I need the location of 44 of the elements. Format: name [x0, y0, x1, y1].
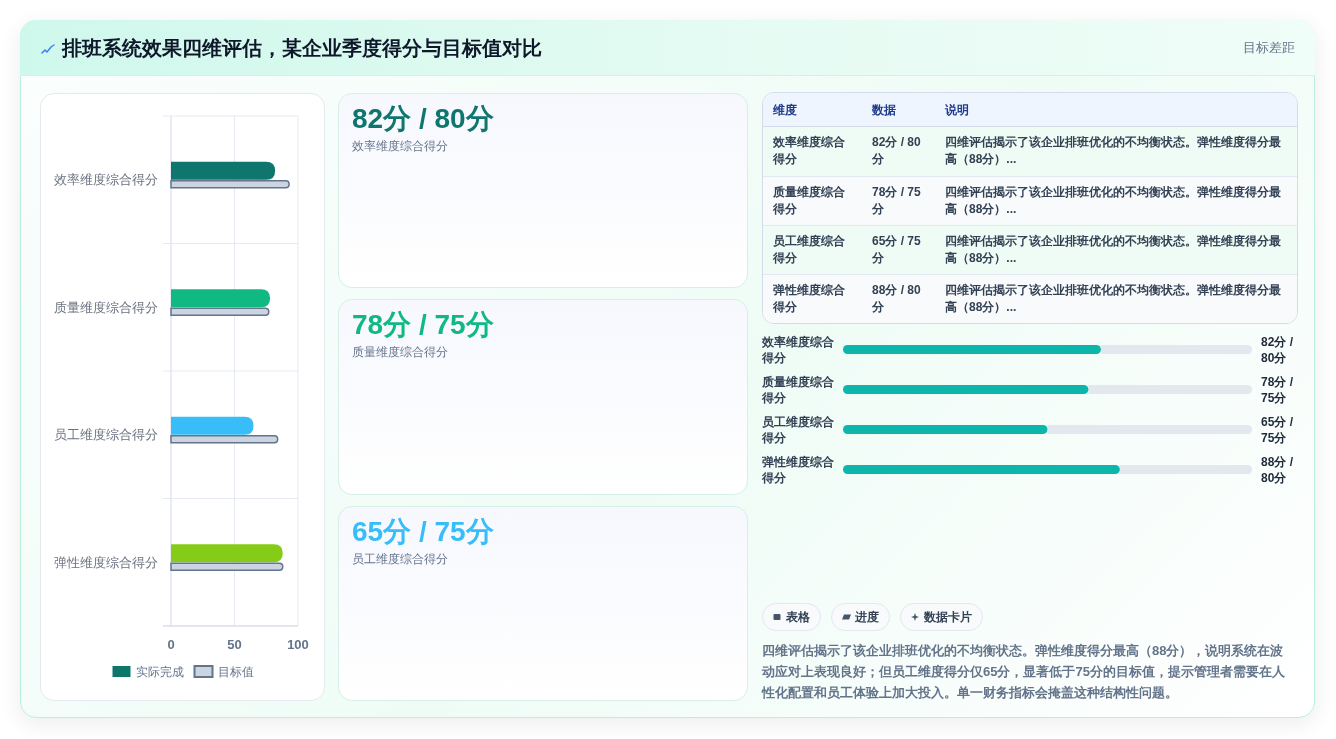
category-label: 质量维度综合得分 — [54, 299, 158, 315]
value-label: 82分 / 80分 — [1261, 333, 1294, 366]
chip-label: 进度 — [855, 611, 879, 623]
kpi-value: 82分 / 80分 — [352, 104, 494, 134]
category-label: 质量维度综合得分 — [762, 373, 835, 406]
kpi-value: 78分 / 75分 — [352, 310, 494, 340]
category-label: 员工维度综合得分 — [54, 427, 158, 443]
column-header: 维度 — [773, 102, 797, 119]
header-note: 目标差距 — [1243, 39, 1295, 57]
category-label: 弹性维度综合得分 — [762, 453, 835, 486]
value-label: 88分 / 80分 — [1261, 453, 1294, 486]
chip-label: 表格 — [786, 611, 810, 623]
cell-text: 78分 / 75分 — [872, 184, 922, 218]
category-label: 员工维度综合得分 — [762, 413, 835, 446]
note: 四维评估揭示了该企业排班优化的不均衡状态。弹性维度得分最高（88分），说明系统在波动应对上表现良好；但员工维度得分仅65分，显著低于75分的目标值，提示管理者需要在人性化配置和员工体验上加大投入。单一财务指标会掩盖这种结构性问题。 — [762, 642, 1286, 702]
kpi-value: 65分 / 75分 — [352, 517, 494, 547]
tick-label: 50 — [227, 637, 242, 652]
cell-text: 四维评估揭示了该企业排班优化的不均衡状态。弹性维度得分最高（88分）... — [945, 184, 1282, 218]
kpi-label: 质量维度综合得分 — [352, 344, 448, 360]
cell-text: 员工维度综合得分 — [773, 233, 846, 267]
cell-text: 弹性维度综合得分 — [773, 282, 846, 316]
category-label: 效率维度综合得分 — [762, 333, 835, 366]
kpi-label: 效率维度综合得分 — [352, 138, 448, 154]
value-label: 65分 / 75分 — [1261, 413, 1294, 446]
cell-text: 82分 / 80分 — [872, 134, 922, 168]
cell-text: 四维评估揭示了该企业排班优化的不均衡状态。弹性维度得分最高（88分）... — [945, 282, 1282, 316]
category-label: 弹性维度综合得分 — [54, 554, 158, 570]
cell-text: 质量维度综合得分 — [773, 184, 846, 218]
column-header: 数据 — [872, 102, 896, 119]
title: 排班系统效果四维评估，某企业季度得分与目标值对比 — [62, 36, 542, 61]
category-label: 效率维度综合得分 — [54, 172, 158, 188]
cell-text: 65分 / 75分 — [872, 233, 922, 267]
cell-text: 效率维度综合得分 — [773, 134, 846, 168]
cell-text: 四维评估揭示了该企业排班优化的不均衡状态。弹性维度得分最高（88分）... — [945, 134, 1282, 168]
kpi-label: 员工维度综合得分 — [352, 551, 448, 567]
tick-label: 100 — [287, 637, 309, 652]
legend-label: 目标值 — [217, 665, 254, 679]
value-label: 78分 / 75分 — [1261, 373, 1294, 406]
tick-label: 0 — [167, 637, 175, 652]
column-header: 说明 — [945, 102, 969, 119]
cell-text: 88分 / 80分 — [872, 282, 922, 316]
chip-label: 数据卡片 — [924, 611, 972, 623]
cell-text: 四维评估揭示了该企业排班优化的不均衡状态。弹性维度得分最高（88分）... — [945, 233, 1282, 267]
legend-label: 实际完成 — [135, 665, 184, 679]
